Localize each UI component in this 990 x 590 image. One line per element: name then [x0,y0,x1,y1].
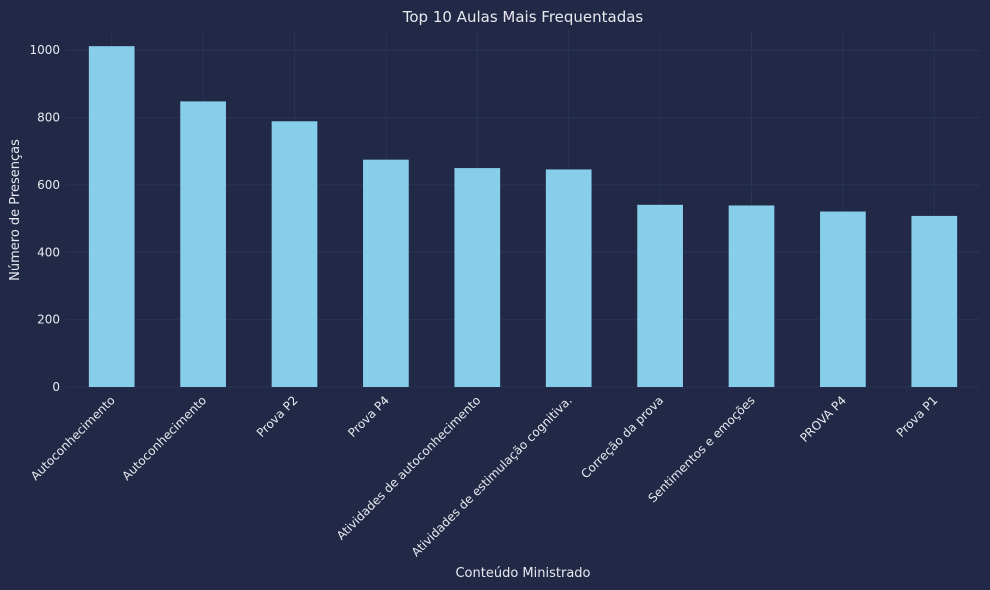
y-tick-label: 200 [37,313,60,327]
bar [545,169,592,387]
bars [88,46,958,388]
bar [820,211,866,387]
bar [911,215,958,387]
y-axis-label: Número de Presenças [8,139,23,281]
y-tick-label: 1000 [29,43,60,57]
bar [271,121,318,387]
bar [728,205,775,387]
bar [88,46,135,387]
y-tick-label: 800 [37,111,60,125]
y-tick-label: 600 [37,178,60,192]
bar [363,159,409,387]
bar [454,168,501,387]
y-tick-label: 0 [52,380,60,394]
bar [637,204,683,387]
y-tick-label: 400 [37,245,60,259]
bar [180,101,226,388]
y-tick-labels: 0 200 400 600 800 1000 [29,43,60,394]
chart-title: Top 10 Aulas Mais Frequentadas [402,8,644,26]
x-axis-label: Conteúdo Ministrado [455,566,590,581]
